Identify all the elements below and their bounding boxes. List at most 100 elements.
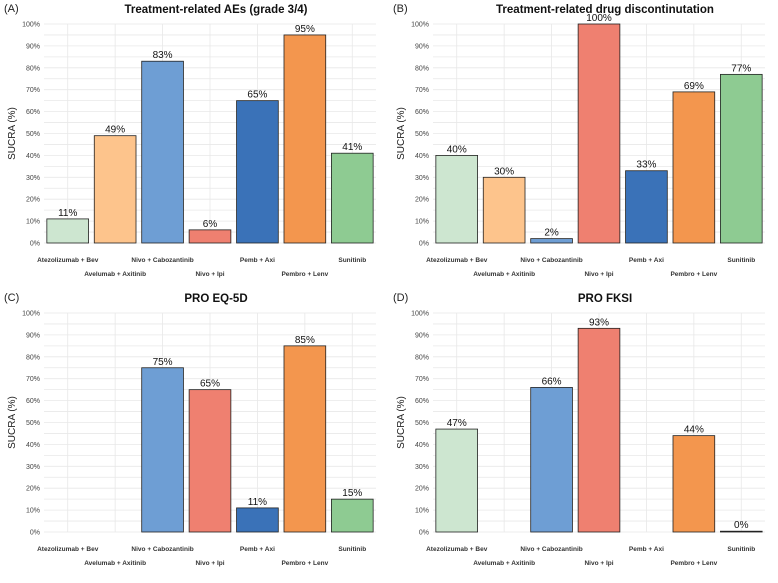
x-tick-label: Nivo + Ipi <box>195 560 224 567</box>
x-tick-label: Sunitinib <box>727 257 755 264</box>
y-tick-label: 20% <box>415 486 429 493</box>
y-tick-label: 50% <box>26 131 40 138</box>
data-label: 2% <box>544 228 559 239</box>
panel-d: 0% 10% 20% 30% 40% 50% 60% 70% 80% 90% 100% SUCRA (… <box>389 289 778 578</box>
y-tick-label: 100% <box>22 311 40 318</box>
x-tick-label: Atezolizumab + Bev <box>37 257 99 264</box>
panel-letter: (B) <box>393 3 408 15</box>
data-label: 6% <box>203 219 218 230</box>
x-tick-label: Nivo + Ipi <box>584 560 613 567</box>
y-tick-label: 50% <box>26 420 40 427</box>
bar-nivo-cabozantinib <box>530 238 573 244</box>
bar-nivo-cabozantinib <box>141 367 184 533</box>
x-tick-label: Sunitinib <box>338 257 366 264</box>
bar-avelumab-axitinib <box>93 135 137 244</box>
y-axis-label: SUCRA (%) <box>396 396 407 449</box>
bar-atezolizumab-bev <box>435 428 478 533</box>
data-label: 100% <box>586 13 612 24</box>
y-tick-label: 10% <box>415 219 429 226</box>
x-tick-label: Pemb + Axi <box>240 257 275 264</box>
x-tick-label: Pembro + Lenv <box>281 271 328 278</box>
y-tick-label: 50% <box>415 131 429 138</box>
data-label: 65% <box>247 90 267 101</box>
data-label: 33% <box>636 160 656 171</box>
y-tick-label: 10% <box>26 219 40 226</box>
x-tick-label: Atezolizumab + Bev <box>426 546 488 553</box>
data-label: 30% <box>494 166 514 177</box>
y-tick-label: 20% <box>415 197 429 204</box>
data-label: 15% <box>342 488 362 499</box>
x-tick-label: Avelumab + Axitinib <box>84 271 146 278</box>
data-label: 85% <box>295 335 315 346</box>
x-tick-label: Sunitinib <box>727 546 755 553</box>
panel-b: 0% 10% 20% 30% 40% 50% 60% 70% 80% 90% 100% SUCRA (… <box>389 0 778 289</box>
chart-svg-b: 0% 10% 20% 30% 40% 50% 60% 70% 80% 90% 100% SUCRA (… <box>393 3 765 278</box>
x-tick-label: Nivo + Ipi <box>584 271 613 278</box>
y-tick-label: 30% <box>26 464 40 471</box>
y-tick-label: 70% <box>415 376 429 383</box>
x-tick-label: Avelumab + Axitinib <box>473 560 535 567</box>
data-label: 11% <box>248 497 267 508</box>
data-label: 0% <box>734 520 749 531</box>
panel-letter: (C) <box>4 292 19 304</box>
y-tick-label: 100% <box>22 22 40 29</box>
y-tick-label: 60% <box>415 398 429 405</box>
y-tick-label: 80% <box>415 354 429 361</box>
y-tick-label: 40% <box>26 153 40 160</box>
bar-sunitinib <box>331 498 374 533</box>
data-label: 69% <box>684 81 704 92</box>
bar-pembro-lenv <box>672 435 716 533</box>
y-tick-label: 0% <box>30 530 40 537</box>
x-tick-label: Pemb + Axi <box>240 546 275 553</box>
y-axis-label: SUCRA (%) <box>396 107 407 160</box>
x-tick-label: Sunitinib <box>338 546 366 553</box>
y-tick-label: 80% <box>26 354 40 361</box>
x-tick-label: Nivo + Cabozantinib <box>520 257 582 264</box>
data-label: 44% <box>684 425 704 436</box>
data-label: 41% <box>342 142 362 153</box>
bar-nivo-ipi <box>577 327 621 533</box>
bar-sunitinib <box>720 73 763 244</box>
bar-nivo-cabozantinib <box>530 387 573 533</box>
y-tick-label: 50% <box>415 420 429 427</box>
y-tick-label: 80% <box>26 65 40 72</box>
y-tick-label: 100% <box>411 22 429 29</box>
y-tick-label: 30% <box>26 175 40 182</box>
chart-svg-a: 0% 10% 20% 30% 40% 50% 60% 70% 80% 90% 100% SUCRA (… <box>4 3 376 278</box>
bar-nivo-ipi <box>188 389 232 533</box>
x-tick-label: Pemb + Axi <box>629 546 664 553</box>
data-label: 49% <box>105 125 125 136</box>
bar-atezolizumab-bev <box>435 154 478 244</box>
panel-letter: (D) <box>393 292 408 304</box>
bar-pembro-lenv <box>283 34 327 244</box>
x-tick-label: Pembro + Lenv <box>281 560 328 567</box>
x-tick-label: Nivo + Ipi <box>195 271 224 278</box>
bar-sunitinib <box>331 152 374 244</box>
y-tick-label: 30% <box>415 175 429 182</box>
panel-letter: (A) <box>4 3 19 15</box>
panel-a: 0% 10% 20% 30% 40% 50% 60% 70% 80% 90% 100% SUCRA (… <box>0 0 389 289</box>
chart-svg-c: 0% 10% 20% 30% 40% 50% 60% 70% 80% 90% 100% SUCRA (… <box>4 292 376 567</box>
chart-svg-d: 0% 10% 20% 30% 40% 50% 60% 70% 80% 90% 100% SUCRA (… <box>393 292 765 567</box>
y-tick-label: 60% <box>26 109 40 116</box>
y-tick-label: 90% <box>26 43 40 50</box>
x-tick-label: Pembro + Lenv <box>670 560 717 567</box>
y-tick-label: 70% <box>415 87 429 94</box>
y-tick-label: 30% <box>415 464 429 471</box>
chart-title: Treatment-related AEs (grade 3/4) <box>125 4 308 16</box>
y-tick-label: 20% <box>26 197 40 204</box>
bar-pembro-lenv <box>672 91 716 244</box>
y-tick-label: 20% <box>26 486 40 493</box>
y-tick-label: 0% <box>30 241 40 248</box>
bar-atezolizumab-bev <box>46 218 89 244</box>
data-label: 95% <box>295 24 315 35</box>
x-tick-label: Nivo + Cabozantinib <box>520 546 582 553</box>
y-tick-label: 60% <box>26 398 40 405</box>
bar-pemb-axi <box>236 100 279 244</box>
y-axis-label: SUCRA (%) <box>7 107 18 160</box>
data-label: 77% <box>731 63 751 74</box>
x-tick-label: Nivo + Cabozantinib <box>131 546 193 553</box>
y-tick-label: 40% <box>26 442 40 449</box>
y-tick-label: 40% <box>415 442 429 449</box>
